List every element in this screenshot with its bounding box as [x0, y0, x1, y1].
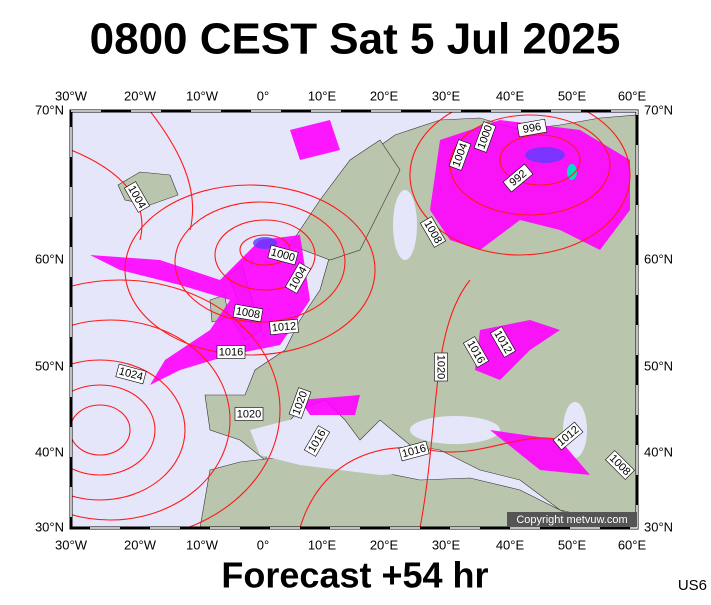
lon-label-bottom: 10°W	[186, 537, 219, 552]
isobar-label-box	[288, 387, 312, 419]
isobar-label-box	[267, 244, 299, 266]
lon-label-top: 30°W	[55, 88, 88, 103]
title: 0800 CEST Sat 5 Jul 2025	[90, 15, 621, 64]
lat-label-left: 40°N	[35, 444, 64, 459]
isobar-label: 1000	[267, 244, 299, 266]
lon-label-bottom: 50°E	[558, 537, 587, 552]
isobar-label-box	[234, 407, 264, 421]
lon-label-bottom: 0°	[257, 537, 269, 552]
isobar-label-box	[398, 440, 430, 462]
lat-label-right: 30°N	[644, 519, 673, 534]
isobar-label-box	[434, 352, 448, 382]
isobar-label: 1016	[216, 345, 246, 359]
isobar-label-box	[462, 336, 490, 368]
isobar-label-text: 1008	[235, 305, 261, 321]
map	[71, 111, 637, 528]
lon-label-top: 20°W	[124, 88, 157, 103]
land-scandinavia	[289, 139, 401, 261]
lat-label-right: 40°N	[644, 444, 673, 459]
isobar-label-box	[232, 303, 264, 323]
isobar-label-box	[303, 425, 331, 457]
lon-label-top: 50°E	[558, 88, 587, 103]
isobar-label-text: 996	[522, 121, 542, 136]
copyright-box	[507, 512, 637, 527]
isobar-label-box	[216, 345, 246, 359]
isobar-label: 1012	[269, 318, 299, 336]
baltic-sea	[393, 190, 417, 260]
lon-label-bottom: 30°W	[55, 537, 88, 552]
forecast: Forecast +54 hr	[221, 555, 488, 596]
lat-label-left: 60°N	[35, 251, 64, 266]
lon-label-top: 10°W	[186, 88, 219, 103]
lon-label-bottom: 60°E	[618, 537, 647, 552]
isobar-label-box	[516, 118, 548, 138]
lat-label-left: 70°N	[35, 102, 64, 117]
lon-label-top: 30°E	[432, 88, 461, 103]
isobar-label: 1020	[234, 407, 264, 421]
lon-label-top: 60°E	[618, 88, 647, 103]
black-sea	[410, 416, 500, 444]
lon-label-top: 10°E	[308, 88, 337, 103]
isobar-label-box	[473, 121, 497, 153]
lon-label-bottom: 10°E	[308, 537, 337, 552]
lon-label-bottom: 20°E	[370, 537, 399, 552]
isobar-label: 1020	[434, 352, 448, 382]
lat-label-left: 30°N	[35, 519, 64, 534]
isobar-label-box	[284, 262, 312, 294]
isobar-label-box	[419, 216, 447, 248]
lat-label-right: 50°N	[644, 358, 673, 373]
isobar-label-box	[552, 421, 584, 451]
isobar-label-text: 1016	[219, 346, 243, 358]
isobar-label-box	[489, 326, 517, 358]
lon-label-top: 20°E	[370, 88, 399, 103]
isobar-label: 996	[516, 118, 548, 138]
isobar-label-text: 1020	[435, 355, 447, 379]
map-frame-dash	[70, 110, 638, 529]
isobar-label: 1008	[232, 303, 264, 323]
isobar-label-box	[448, 139, 472, 171]
isobar-label: 1024	[115, 363, 147, 385]
isobars	[71, 111, 631, 528]
isobar-label-text: 1020	[237, 408, 261, 420]
lon-label-bottom: 20°W	[124, 537, 157, 552]
isobar-label-box	[269, 318, 299, 336]
lon-label-bottom: 40°E	[496, 537, 525, 552]
lat-label-right: 70°N	[644, 102, 673, 117]
lon-label-bottom: 30°E	[432, 537, 461, 552]
lon-label-top: 0°	[257, 88, 269, 103]
isobar-label-box	[605, 450, 635, 480]
copyright: Copyright metvuw.com	[516, 514, 627, 526]
isobar-label-box	[123, 181, 151, 213]
isobar-label: 1016	[398, 440, 430, 462]
model-code: US6	[678, 577, 707, 594]
isobar-label-box	[502, 163, 534, 193]
mediterranean	[250, 412, 470, 475]
lat-label-right: 60°N	[644, 251, 673, 266]
lat-label-left: 50°N	[35, 358, 64, 373]
isobar-label-text: 1012	[271, 320, 296, 334]
isobar-label-box	[115, 363, 147, 385]
lon-label-top: 40°E	[496, 88, 525, 103]
